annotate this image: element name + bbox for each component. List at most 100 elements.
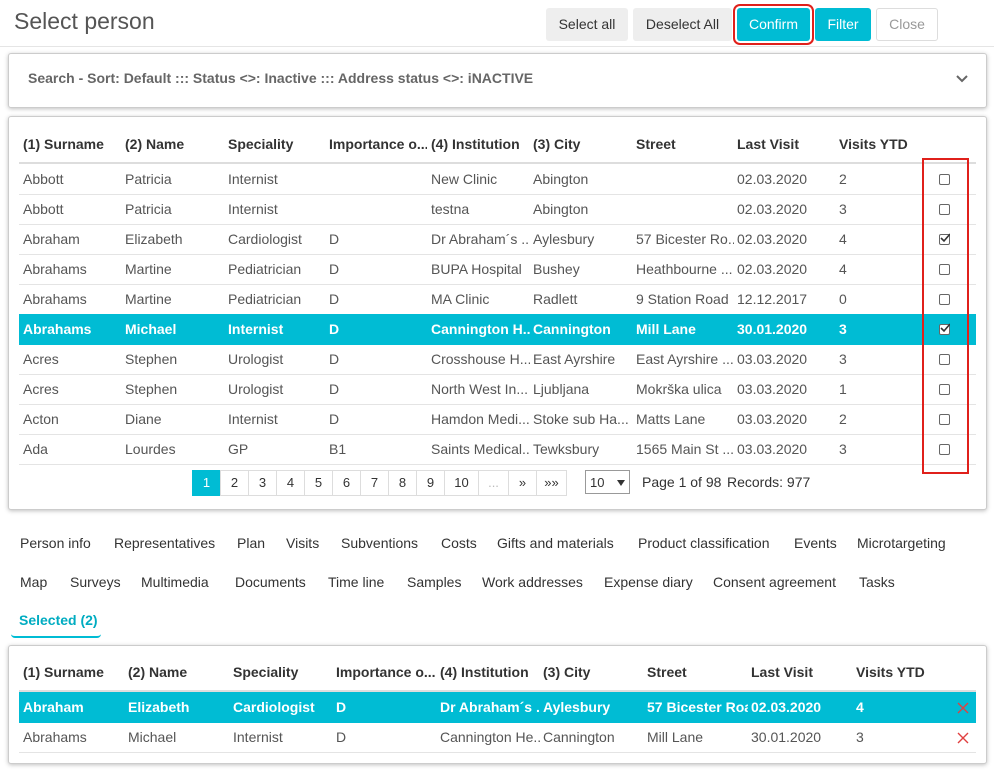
- tab[interactable]: Gifts and materials: [497, 535, 614, 551]
- checkbox[interactable]: [939, 204, 950, 215]
- page-button[interactable]: 5: [304, 470, 333, 496]
- page-button[interactable]: 7: [360, 470, 389, 496]
- table-cell: 3: [856, 729, 864, 745]
- page-size-select[interactable]: 10: [585, 470, 630, 494]
- table-row[interactable]: Abbott Patricia Internist testna Abington 02.…: [19, 194, 976, 225]
- tab[interactable]: Visits: [286, 535, 320, 551]
- table-cell: Saints Medical...: [431, 441, 530, 457]
- page-button[interactable]: 8: [388, 470, 417, 496]
- table-cell: Abington: [533, 171, 589, 187]
- table-cell: Martine: [125, 291, 172, 307]
- table-panel: (1) Surname (2) Name Speciality Importance …: [8, 116, 987, 510]
- checkmark: [940, 323, 950, 333]
- tab[interactable]: Time line: [328, 574, 385, 590]
- table-cell: 02.03.2020: [737, 171, 808, 187]
- button[interactable]: Filter: [815, 8, 871, 41]
- table-cell: Abraham: [23, 699, 84, 715]
- remove-icon[interactable]: [957, 731, 969, 744]
- table-row[interactable]: Abraham Elizabeth Cardiologist D Dr Abraham´…: [19, 692, 976, 723]
- tab[interactable]: Plan: [237, 535, 266, 551]
- checkbox[interactable]: [939, 323, 950, 335]
- button[interactable]: Deselect All: [633, 8, 732, 41]
- table-cell: 30.01.2020: [737, 321, 808, 337]
- column-header: (3) City: [533, 136, 581, 152]
- tab[interactable]: Samples: [407, 574, 462, 590]
- table-cell: 4: [856, 699, 864, 715]
- tab[interactable]: Tasks: [859, 574, 895, 590]
- tab[interactable]: Multimedia: [141, 574, 209, 590]
- checkbox[interactable]: [939, 174, 950, 185]
- table-cell: Stoke sub Ha...: [533, 411, 629, 427]
- checkbox[interactable]: [939, 354, 950, 365]
- page-button[interactable]: 9: [416, 470, 445, 496]
- divider: [0, 46, 994, 47]
- page-button[interactable]: 2: [220, 470, 249, 496]
- page-button[interactable]: ...: [478, 470, 509, 496]
- tab[interactable]: Person info: [20, 535, 91, 551]
- table-cell: Radlett: [533, 291, 578, 307]
- tab[interactable]: Work addresses: [482, 574, 583, 590]
- table-cell: D: [336, 729, 347, 745]
- checkbox[interactable]: [939, 444, 950, 455]
- table-cell: Mokrška ulica: [636, 381, 722, 397]
- column-header: Importance o...: [329, 136, 427, 152]
- page-button[interactable]: 4: [276, 470, 305, 496]
- table-cell: Diane: [125, 411, 162, 427]
- table-cell: Abrahams: [23, 321, 92, 337]
- dropdown-arrow: [617, 480, 625, 486]
- tab[interactable]: Expense diary: [604, 574, 693, 590]
- x-icon: [957, 702, 969, 714]
- page-info: Page 1 of 98: [642, 474, 722, 490]
- page-button[interactable]: 1: [192, 470, 221, 496]
- column-header: Speciality: [228, 136, 294, 152]
- table-cell: Heathbourne ...: [636, 261, 733, 277]
- table-row[interactable]: Abrahams Michael Internist D Cannington He..…: [19, 722, 976, 753]
- column-header: Visits YTD: [839, 136, 908, 152]
- page-button[interactable]: 6: [332, 470, 361, 496]
- column-header: (3) City: [543, 664, 591, 680]
- table-row[interactable]: Ada Lourdes GP B1 Saints Medical... Tewksbury…: [19, 434, 976, 465]
- tab[interactable]: Representatives: [114, 535, 216, 551]
- tab[interactable]: Microtargeting: [857, 535, 946, 551]
- tab[interactable]: Consent agreement: [713, 574, 836, 590]
- table-row[interactable]: Abrahams Martine Pediatrician D MA Clinic Rad…: [19, 284, 976, 315]
- table-row[interactable]: Abrahams Martine Pediatrician D BUPA Hospita…: [19, 254, 976, 285]
- table-cell: Hamdon Medi...: [431, 411, 530, 427]
- table-cell: 02.03.2020: [737, 231, 808, 247]
- table-row[interactable]: Abrahams Michael Internist D Cannington H...…: [19, 314, 976, 345]
- tab[interactable]: Events: [794, 535, 837, 551]
- table-row[interactable]: Acres Stephen Urologist D Crosshouse H... Eas…: [19, 344, 976, 375]
- search-panel[interactable]: Search - Sort: Default ::: Status <>: In…: [8, 53, 987, 108]
- button[interactable]: Select all: [546, 8, 628, 41]
- checkbox[interactable]: [939, 384, 950, 395]
- page-button[interactable]: »: [508, 470, 537, 496]
- tab[interactable]: Subventions: [341, 535, 419, 551]
- page-button[interactable]: 3: [248, 470, 277, 496]
- checkbox[interactable]: [939, 233, 950, 245]
- checkbox[interactable]: [939, 294, 950, 305]
- table-cell: Stephen: [125, 381, 178, 397]
- table-cell: Michael: [128, 729, 177, 745]
- page-button[interactable]: »»: [536, 470, 567, 496]
- button[interactable]: Confirm: [737, 8, 810, 41]
- table-row[interactable]: Abraham Elizabeth Cardiologist D Dr Abraham´…: [19, 224, 976, 255]
- table-cell: MA Clinic: [431, 291, 490, 307]
- tab[interactable]: Surveys: [70, 574, 121, 590]
- page-button[interactable]: 10: [444, 470, 479, 496]
- tab[interactable]: Costs: [441, 535, 477, 551]
- active-tab[interactable]: Selected (2): [11, 612, 101, 638]
- chevron[interactable]: [955, 74, 969, 84]
- tab[interactable]: Map: [20, 574, 48, 590]
- remove-icon[interactable]: [957, 701, 969, 714]
- tab[interactable]: Documents: [235, 574, 306, 590]
- checkbox[interactable]: [939, 264, 950, 275]
- table-row[interactable]: Acres Stephen Urologist D North West In... Lj…: [19, 374, 976, 405]
- table-cell: Elizabeth: [128, 699, 190, 715]
- table-row[interactable]: Abbott Patricia Internist New Clinic Abingto…: [19, 164, 976, 195]
- table-row[interactable]: Acton Diane Internist D Hamdon Medi... Stoke …: [19, 404, 976, 435]
- checkbox[interactable]: [939, 414, 950, 425]
- button[interactable]: Close: [876, 8, 938, 41]
- table-cell: Stephen: [125, 351, 178, 367]
- tab[interactable]: Product classification: [638, 535, 770, 551]
